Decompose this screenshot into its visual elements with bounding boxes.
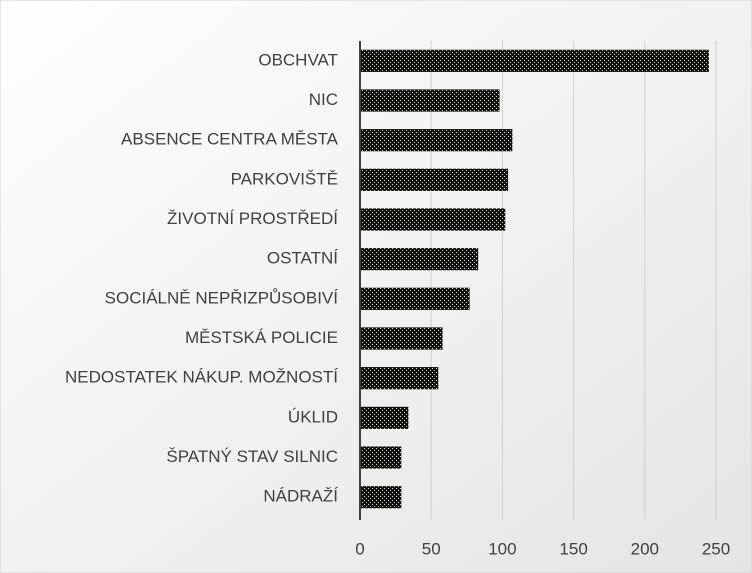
- bar: [360, 486, 402, 509]
- bar: [360, 208, 506, 231]
- y-tick-label: NIC: [309, 90, 338, 109]
- y-tick-label: ABSENCE CENTRA MĚSTA: [121, 130, 339, 149]
- x-tick-label: 150: [559, 539, 587, 558]
- bar: [360, 129, 513, 152]
- bar: [360, 49, 709, 72]
- x-tick-label: 200: [631, 539, 659, 558]
- y-tick-label: MĚSTSKÁ POLICIE: [185, 328, 338, 347]
- bar: [360, 287, 470, 310]
- bar: [360, 446, 402, 469]
- bar: [360, 406, 409, 429]
- y-tick-label: NEDOSTATEK NÁKUP. MOŽNOSTÍ: [65, 368, 338, 387]
- y-tick-label: ÚKLID: [288, 407, 338, 426]
- y-tick-label: OSTATNÍ: [267, 249, 338, 268]
- y-tick-label: NÁDRAŽÍ: [263, 487, 338, 506]
- bar: [360, 327, 443, 350]
- x-tick-label: 0: [355, 539, 364, 558]
- y-tick-label: SOCIÁLNĚ NEPŘIZPŮSOBIVÍ: [105, 288, 339, 307]
- bar: [360, 248, 479, 271]
- x-tick-label: 100: [488, 539, 516, 558]
- x-tick-label: 50: [422, 539, 441, 558]
- bar: [360, 168, 509, 191]
- y-tick-label: ŽIVOTNÍ PROSTŘEDÍ: [167, 209, 338, 228]
- bar: [360, 89, 500, 112]
- y-tick-label: ŠPATNÝ STAV SILNIC: [166, 447, 338, 466]
- bar: [360, 367, 439, 390]
- x-tick-label: 250: [702, 539, 730, 558]
- y-tick-label: OBCHVAT: [258, 50, 338, 69]
- y-tick-label: PARKOVIŠTĚ: [231, 169, 338, 188]
